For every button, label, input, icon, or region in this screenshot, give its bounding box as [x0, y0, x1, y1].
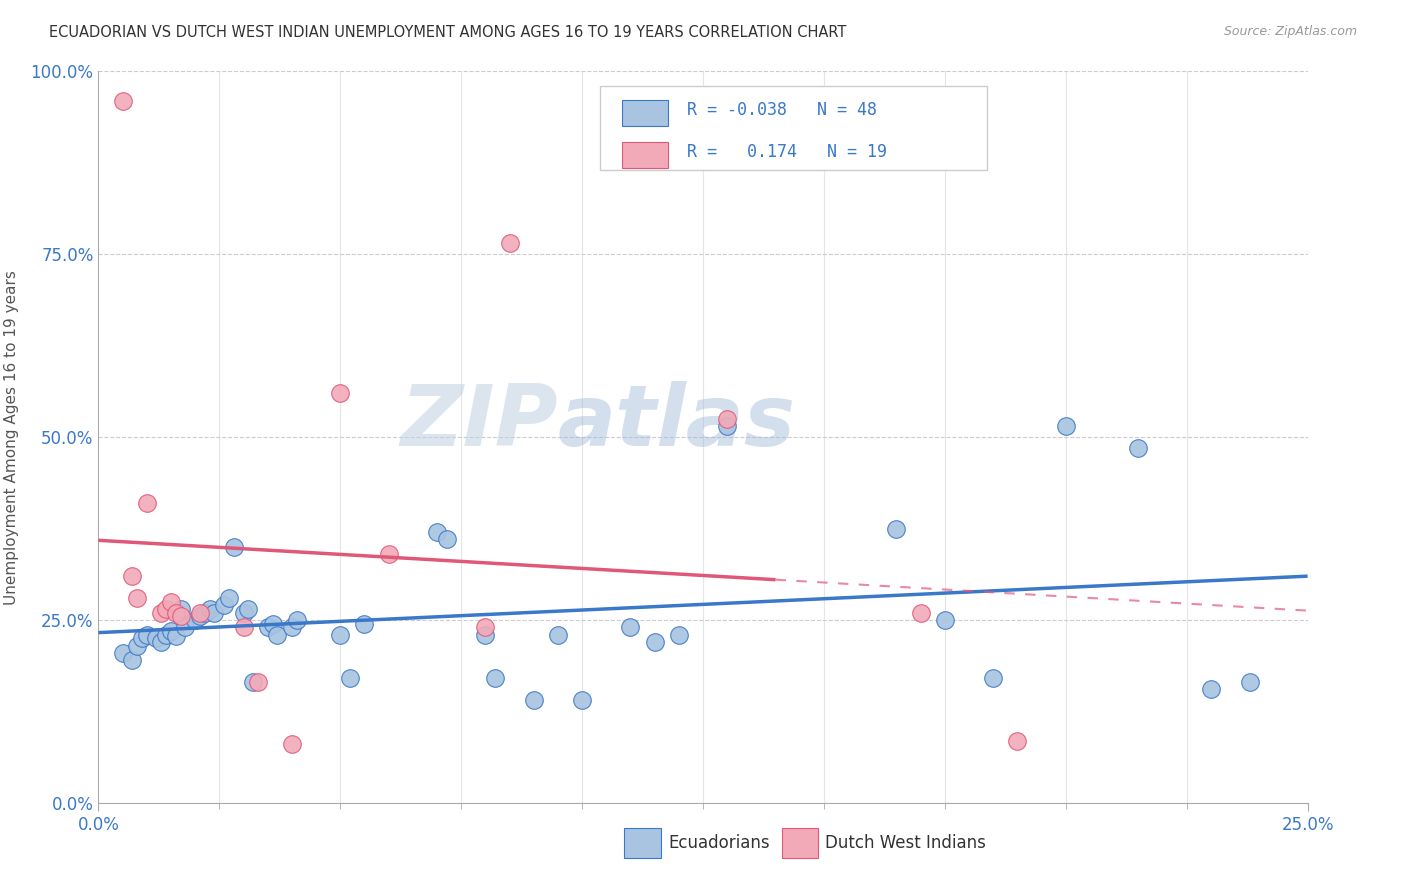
- Point: [131, 632, 153, 646]
- Point: [155, 627, 177, 641]
- Point: [232, 620, 254, 634]
- Point: [474, 627, 496, 641]
- Text: Dutch West Indians: Dutch West Indians: [825, 834, 986, 852]
- Bar: [624, 829, 661, 858]
- Point: [165, 629, 187, 643]
- Point: [1128, 441, 1150, 455]
- Bar: [782, 829, 818, 858]
- Text: Source: ZipAtlas.com: Source: ZipAtlas.com: [1223, 25, 1357, 38]
- Point: [353, 616, 375, 631]
- Point: [145, 632, 167, 646]
- Bar: [621, 100, 668, 126]
- Point: [886, 521, 908, 535]
- Point: [174, 620, 197, 634]
- Point: [981, 672, 1004, 686]
- Point: [111, 94, 134, 108]
- Y-axis label: Unemployment Among Ages 16 to 19 years: Unemployment Among Ages 16 to 19 years: [4, 269, 20, 605]
- Point: [232, 606, 254, 620]
- Point: [266, 627, 288, 641]
- Point: [188, 609, 211, 624]
- Point: [150, 606, 173, 620]
- Point: [169, 609, 191, 624]
- Point: [934, 613, 956, 627]
- Point: [619, 620, 641, 634]
- Point: [165, 606, 187, 620]
- Point: [1007, 733, 1029, 747]
- Point: [121, 569, 143, 583]
- Point: [247, 675, 270, 690]
- Point: [155, 602, 177, 616]
- Point: [1199, 682, 1222, 697]
- Point: [436, 533, 458, 547]
- Point: [329, 627, 352, 641]
- Point: [668, 627, 690, 641]
- Point: [212, 599, 235, 613]
- Point: [256, 620, 278, 634]
- Point: [281, 737, 304, 751]
- Point: [238, 602, 260, 616]
- Point: [716, 419, 738, 434]
- Point: [474, 620, 496, 634]
- Point: [127, 639, 149, 653]
- Point: [329, 386, 352, 401]
- Point: [150, 635, 173, 649]
- Point: [377, 547, 399, 561]
- Point: [204, 606, 226, 620]
- Point: [910, 606, 932, 620]
- Point: [498, 236, 520, 251]
- Point: [716, 412, 738, 426]
- Text: R = -0.038   N = 48: R = -0.038 N = 48: [688, 101, 877, 119]
- Text: atlas: atlas: [558, 381, 796, 464]
- Point: [285, 613, 308, 627]
- Point: [242, 675, 264, 690]
- Point: [127, 591, 149, 605]
- Point: [571, 693, 593, 707]
- Point: [281, 620, 304, 634]
- Point: [111, 646, 134, 660]
- Text: ECUADORIAN VS DUTCH WEST INDIAN UNEMPLOYMENT AMONG AGES 16 TO 19 YEARS CORRELATI: ECUADORIAN VS DUTCH WEST INDIAN UNEMPLOY…: [49, 25, 846, 40]
- Point: [184, 613, 207, 627]
- Point: [547, 627, 569, 641]
- Point: [1054, 419, 1077, 434]
- Point: [194, 606, 217, 620]
- Text: R =   0.174   N = 19: R = 0.174 N = 19: [688, 143, 887, 161]
- Point: [135, 496, 157, 510]
- Point: [218, 591, 240, 605]
- Point: [484, 672, 506, 686]
- FancyBboxPatch shape: [600, 86, 987, 170]
- Point: [262, 616, 284, 631]
- Point: [198, 602, 221, 616]
- Point: [188, 606, 211, 620]
- Point: [160, 624, 183, 638]
- Point: [169, 602, 191, 616]
- Point: [121, 653, 143, 667]
- Point: [135, 627, 157, 641]
- Point: [222, 540, 245, 554]
- Point: [1239, 675, 1261, 690]
- Text: ZIP: ZIP: [401, 381, 558, 464]
- Point: [339, 672, 361, 686]
- Bar: [621, 142, 668, 168]
- Point: [160, 594, 183, 608]
- Point: [523, 693, 546, 707]
- Point: [426, 525, 449, 540]
- Point: [644, 635, 666, 649]
- Text: Ecuadorians: Ecuadorians: [668, 834, 769, 852]
